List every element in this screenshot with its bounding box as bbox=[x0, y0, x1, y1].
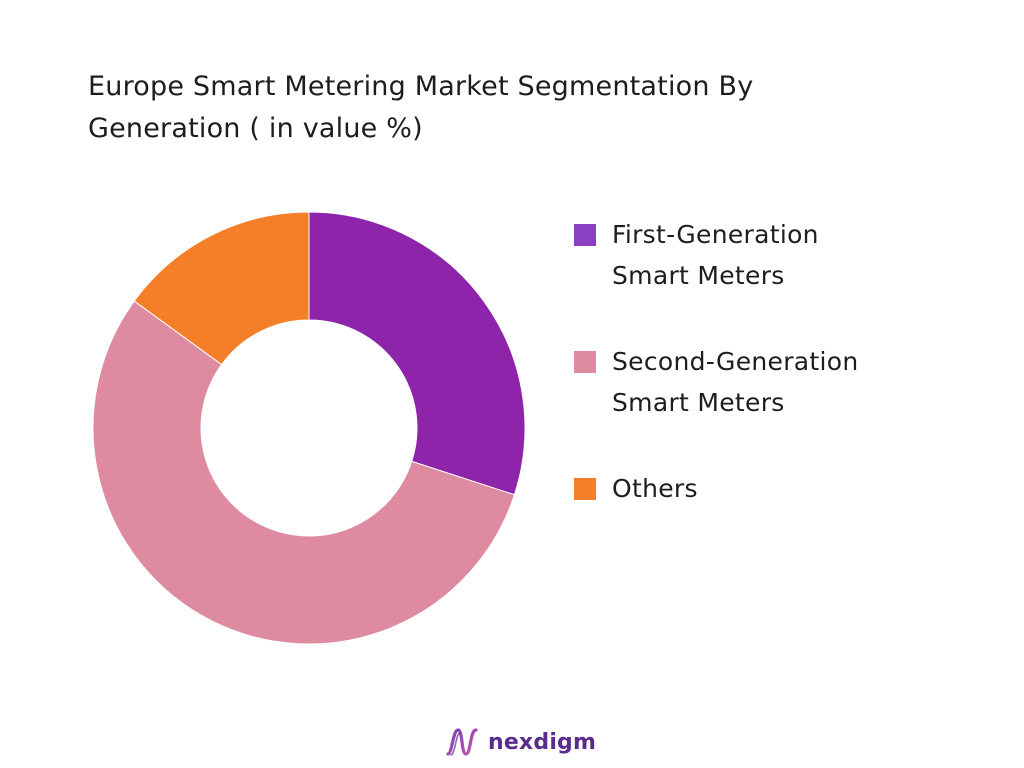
donut-slices bbox=[92, 211, 526, 645]
legend-item-second-generation: Second-Generation Smart Meters bbox=[574, 341, 904, 423]
slice-others bbox=[133, 211, 310, 366]
legend-label-others: Others bbox=[612, 474, 698, 503]
chart-legend: First-Generation Smart Meters Second-Gen… bbox=[574, 214, 904, 509]
nexdigm-wave-icon bbox=[446, 728, 478, 756]
legend-label-first-generation: First-Generation Smart Meters bbox=[612, 220, 819, 290]
page-title: Europe Smart Metering Market Segmentatio… bbox=[88, 71, 754, 144]
legend-swatch-others bbox=[574, 478, 596, 500]
legend-label-second-generation: Second-Generation Smart Meters bbox=[612, 347, 859, 417]
legend-swatch-first-generation bbox=[574, 224, 596, 246]
legend-item-others: Others bbox=[574, 468, 904, 509]
slice-second-generation bbox=[92, 300, 516, 645]
brand-logo: nexdigm bbox=[444, 722, 596, 762]
legend-swatch-second-generation bbox=[574, 351, 596, 373]
logo-text: nexdigm bbox=[488, 729, 597, 755]
slice-first-generation bbox=[308, 211, 526, 496]
legend-item-first-generation: First-Generation Smart Meters bbox=[574, 214, 904, 296]
